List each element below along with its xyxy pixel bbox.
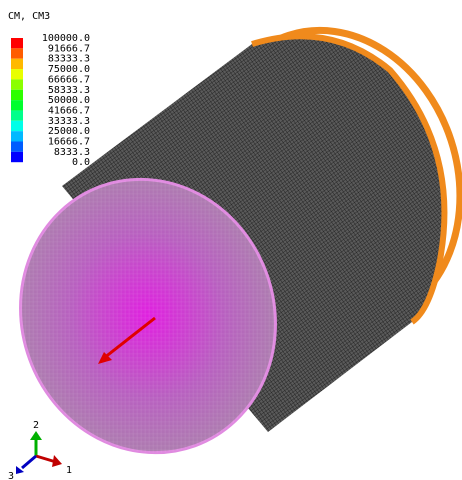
- legend-swatch: [11, 121, 23, 131]
- triad-label: 2: [33, 420, 39, 431]
- legend-swatch: [11, 59, 23, 69]
- triad-label: 3: [8, 471, 14, 480]
- legend-label: 75000.0: [48, 64, 90, 75]
- legend-title: CM, CM3: [8, 11, 50, 22]
- legend-label: 0.0: [72, 157, 90, 168]
- legend-swatch: [11, 69, 23, 79]
- legend-swatch: [11, 110, 23, 120]
- legend-label: 100000.0: [42, 33, 90, 44]
- legend-label: 83333.3: [48, 54, 90, 65]
- legend-label: 8333.3: [54, 147, 90, 158]
- legend-swatch: [11, 48, 23, 58]
- viewport: CM, CM3 100000.091666.783333.375000.0666…: [0, 0, 462, 480]
- legend-label: 66666.7: [48, 74, 90, 85]
- legend-swatch: [11, 142, 23, 152]
- legend-label: 91666.7: [48, 43, 90, 54]
- legend-swatch: [11, 38, 23, 48]
- legend-label: 33333.3: [48, 116, 90, 127]
- legend-swatch: [11, 131, 23, 141]
- legend-label: 58333.3: [48, 85, 90, 96]
- triad-label: 1: [66, 465, 72, 476]
- legend: CM, CM3 100000.091666.783333.375000.0666…: [8, 11, 90, 168]
- legend-label: 50000.0: [48, 95, 90, 106]
- legend-swatch: [11, 79, 23, 89]
- legend-swatch: [11, 90, 23, 100]
- legend-label: 41666.7: [48, 105, 90, 116]
- legend-label: 25000.0: [48, 126, 90, 137]
- legend-swatch: [11, 152, 23, 162]
- legend-swatch: [11, 100, 23, 110]
- legend-label: 16666.7: [48, 137, 90, 148]
- axis-triad: 2 1 3: [8, 420, 72, 480]
